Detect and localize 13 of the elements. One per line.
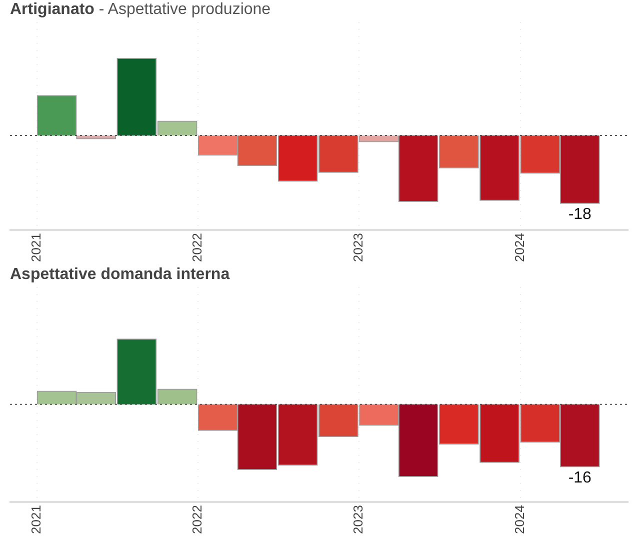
chart-title: Aspettative domanda interna [10,266,230,283]
chart-subtitle: - Aspettative produzione [98,1,271,18]
x-tick-label: 2024 [512,233,527,262]
data-label: -16 [568,469,592,486]
x-tick-label: 2022 [190,233,205,262]
x-tick-label: 2021 [28,505,44,534]
chart-title: Artigianato [10,1,94,18]
x-tick-label: 2024 [512,505,527,534]
x-tick-label: 2023 [350,233,366,262]
x-tick-label: 2021 [28,233,44,262]
x-tick-label: 2022 [190,505,205,534]
x-tick-label: 2023 [350,505,366,534]
data-label: -18 [568,206,592,224]
